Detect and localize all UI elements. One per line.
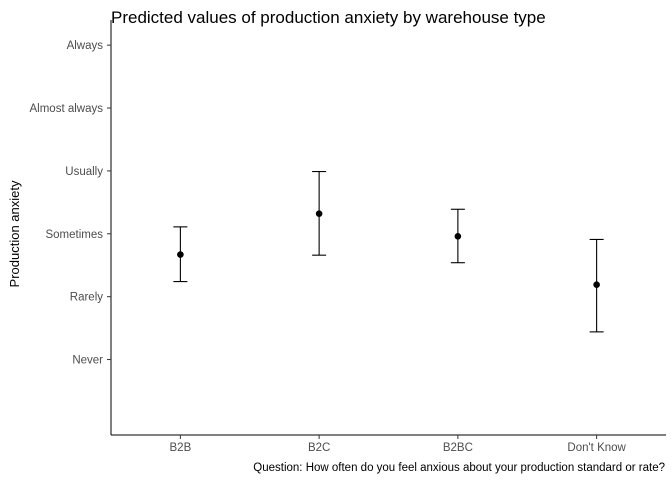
y-tick-label: Rarely (70, 292, 103, 304)
y-tick-label: Sometimes (45, 229, 103, 241)
y-tick-label: Almost always (30, 103, 104, 115)
errorbar-b2c (312, 170, 327, 256)
y-axis-title: Production anxiety (7, 180, 22, 287)
x-axis-caption: Question: How often do you feel anxious … (253, 462, 665, 474)
chart-title: Predicted values of production anxiety b… (111, 8, 546, 27)
x-tick-label: Don't Know (567, 442, 626, 454)
x-tick-label: B2BC (443, 442, 473, 454)
point-estimate (454, 233, 462, 240)
point-estimate (177, 251, 184, 258)
errorbar-don-t-know (589, 238, 604, 333)
errorbar-b2b (173, 226, 188, 283)
y-tick-label: Usually (65, 166, 103, 178)
x-tick-label: B2B (170, 442, 192, 454)
point-estimate (593, 281, 600, 289)
point-estimate (315, 210, 323, 217)
plot-area (173, 170, 604, 333)
y-tick-label: Always (67, 40, 104, 52)
y-tick-label: Never (72, 355, 103, 367)
x-tick-label: B2C (308, 442, 330, 454)
errorbar-b2bc (450, 208, 465, 264)
